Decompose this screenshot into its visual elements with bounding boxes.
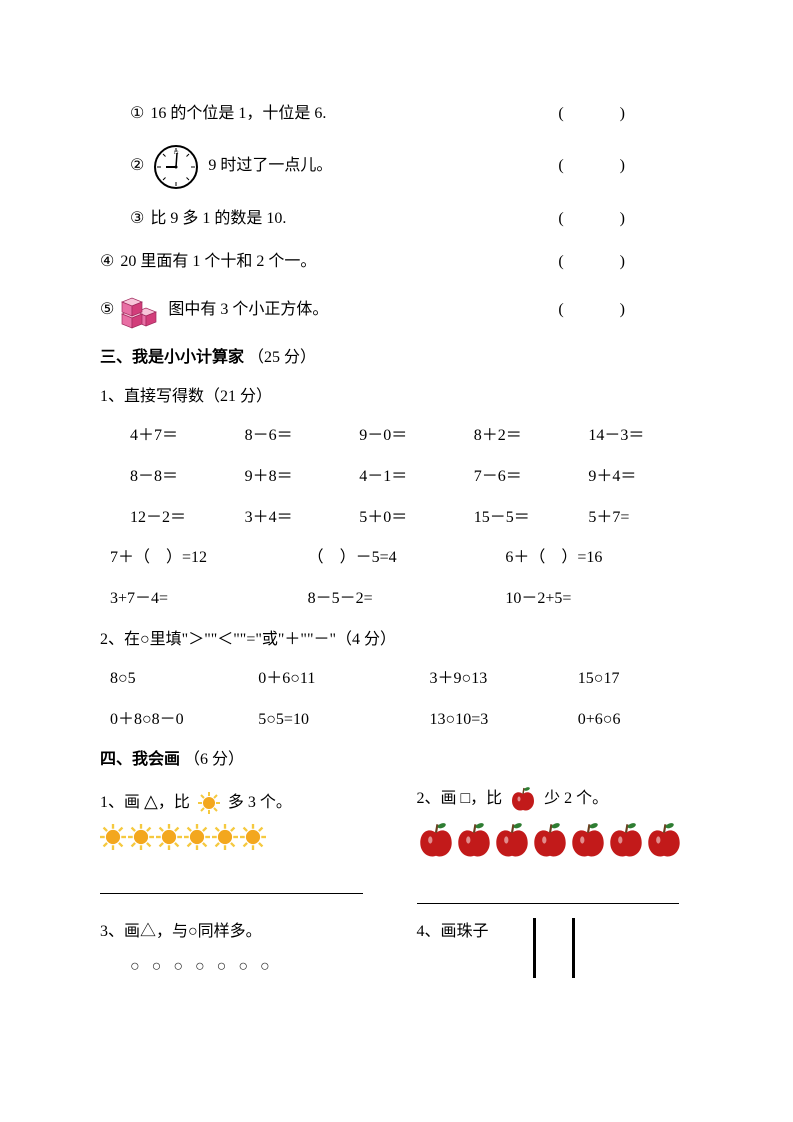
calc-grid-1: 4＋7＝ 8－6＝ 9－0＝ 8＋2＝ 14－3＝ 8－8＝ 9＋8＝ 4－1＝…: [130, 422, 693, 532]
apple-icon: [417, 820, 455, 860]
draw-3: 3、画△，与○同样多。 ○ ○ ○ ○ ○ ○ ○: [100, 918, 377, 982]
draw4-text: 4、画珠子: [417, 923, 489, 940]
calc-cell[interactable]: 8＋2＝: [474, 422, 579, 451]
q1-paren[interactable]: ( ): [558, 100, 633, 129]
section-4-title: 四、我会画 （6 分）: [100, 746, 693, 775]
q2-paren[interactable]: ( ): [558, 152, 633, 181]
tf-question-4: ④ 20 里面有 1 个十和 2 个一。 ( ): [100, 248, 693, 277]
q4-text: 20 里面有 1 个十和 2 个一。: [120, 248, 316, 277]
bead-stick-2: [572, 918, 575, 978]
q5-text: 图中有 3 个小正方体。: [168, 296, 328, 325]
section-3-title: 三、我是小小计算家 （25 分）: [100, 344, 693, 373]
sun-icon: [212, 824, 238, 850]
comp-cell[interactable]: 0+6○6: [578, 706, 693, 735]
answer-line-2[interactable]: [417, 884, 680, 904]
comp-cell[interactable]: 5○5=10: [258, 706, 419, 735]
calc-cell[interactable]: 5＋7=: [588, 504, 693, 533]
tf-question-2: ② 12 9 时过了一点儿。 ( ): [130, 143, 693, 191]
calc-cell[interactable]: 9＋4＝: [588, 463, 693, 492]
q1-text: 16 的个位是 1，十位是 6.: [150, 100, 326, 129]
calc-cell[interactable]: 8－6＝: [245, 422, 350, 451]
comp-cell[interactable]: 13○10=3: [430, 706, 568, 735]
sub-2-title: 2、在○里填"＞""＜""="或"＋""－"（4 分）: [100, 626, 693, 655]
sun-icon: [156, 824, 182, 850]
calc-grid-2: 7＋（ ）=12 （ ）－5=4 6＋（ ）=16 3+7－4= 8－5－2= …: [110, 544, 693, 614]
q5-num: ⑤: [100, 296, 114, 325]
calc-cell[interactable]: （ ）－5=4: [308, 544, 496, 573]
tf-question-5: ⑤ 图中有 3 个小正方体。 ( ): [100, 290, 693, 330]
q3-num: ③: [130, 205, 144, 234]
apple-icon: [531, 820, 569, 860]
sub-1-title: 1、直接写得数（21 分）: [100, 383, 693, 412]
clock-icon: 12: [152, 143, 200, 191]
sun-icon: [128, 824, 154, 850]
draw-4: 4、画珠子: [417, 918, 694, 982]
apples-row: [417, 820, 694, 860]
comp-cell[interactable]: 0＋6○11: [258, 665, 419, 694]
apple-icon: [510, 785, 536, 813]
draw-2: 2、画 □，比 少 2 个。: [417, 785, 694, 904]
calc-cell[interactable]: 9＋8＝: [245, 463, 350, 492]
calc-cell[interactable]: 3＋4＝: [245, 504, 350, 533]
q3-paren[interactable]: ( ): [558, 205, 633, 234]
apple-icon: [607, 820, 645, 860]
section-3-points: （25 分）: [248, 349, 316, 366]
calc-cell[interactable]: 6＋（ ）=16: [505, 544, 693, 573]
apple-icon: [493, 820, 531, 860]
circles-row: ○ ○ ○ ○ ○ ○ ○: [130, 953, 377, 982]
calc-cell[interactable]: 9－0＝: [359, 422, 464, 451]
q2-num: ②: [130, 152, 144, 181]
apple-icon: [645, 820, 683, 860]
q2-text: 9 时过了一点儿。: [208, 152, 332, 181]
answer-line-1[interactable]: [100, 874, 363, 894]
calc-cell[interactable]: 12－2＝: [130, 504, 235, 533]
sun-icon: [100, 824, 126, 850]
section-3-title-text: 三、我是小小计算家: [100, 349, 244, 366]
q4-paren[interactable]: ( ): [558, 248, 633, 277]
calc-cell[interactable]: 4＋7＝: [130, 422, 235, 451]
calc-cell[interactable]: 14－3＝: [588, 422, 693, 451]
calc-cell[interactable]: 15－5＝: [474, 504, 579, 533]
calc-cell[interactable]: 10－2+5=: [505, 585, 693, 614]
sun-icon: [198, 792, 220, 814]
comp-grid: 8○5 0＋6○11 3＋9○13 15○17 0＋8○8－0 5○5=10 1…: [110, 665, 693, 735]
bead-sticks[interactable]: [533, 918, 575, 978]
calc-cell[interactable]: 8－5－2=: [308, 585, 496, 614]
calc-cell[interactable]: 5＋0＝: [359, 504, 464, 533]
tf-question-1: ① 16 的个位是 1，十位是 6. ( ): [130, 100, 693, 129]
draw2-post: 少 2 个。: [540, 790, 608, 807]
calc-cell[interactable]: 3+7－4=: [110, 585, 298, 614]
q5-paren[interactable]: ( ): [558, 296, 633, 325]
apple-icon: [455, 820, 493, 860]
comp-cell[interactable]: 8○5: [110, 665, 248, 694]
triangle-icon: △: [144, 791, 158, 811]
draw1-pre: 1、画: [100, 794, 144, 811]
apple-icon: [569, 820, 607, 860]
sun-icon: [184, 824, 210, 850]
q1-num: ①: [130, 100, 144, 129]
q3-text: 比 9 多 1 的数是 10.: [150, 205, 286, 234]
comp-cell[interactable]: 3＋9○13: [430, 665, 568, 694]
draw-1: 1、画 △，比 多 3 个。: [100, 785, 377, 904]
cubes-icon: [114, 290, 162, 330]
calc-cell[interactable]: 8－8＝: [130, 463, 235, 492]
suns-row: [100, 824, 377, 850]
q4-num: ④: [100, 248, 114, 277]
tf-question-3: ③ 比 9 多 1 的数是 10. ( ): [130, 205, 693, 234]
draw-row-1: 1、画 △，比 多 3 个。 2、画 □，比 少 2 个。: [100, 785, 693, 904]
calc-cell[interactable]: 4－1＝: [359, 463, 464, 492]
section-4-points: （6 分）: [184, 751, 244, 768]
draw1-post: 多 3 个。: [224, 794, 292, 811]
section-4-title-text: 四、我会画: [100, 751, 180, 768]
draw3-text: 3、画△，与○同样多。: [100, 918, 377, 947]
bead-stick-1: [533, 918, 536, 978]
draw1-mid: ，比: [158, 794, 194, 811]
draw-row-2: 3、画△，与○同样多。 ○ ○ ○ ○ ○ ○ ○ 4、画珠子: [100, 918, 693, 982]
sun-icon: [240, 824, 266, 850]
draw2-pre: 2、画 □，比: [417, 790, 507, 807]
calc-cell[interactable]: 7－6＝: [474, 463, 579, 492]
comp-cell[interactable]: 15○17: [578, 665, 693, 694]
calc-cell[interactable]: 7＋（ ）=12: [110, 544, 298, 573]
comp-cell[interactable]: 0＋8○8－0: [110, 706, 248, 735]
